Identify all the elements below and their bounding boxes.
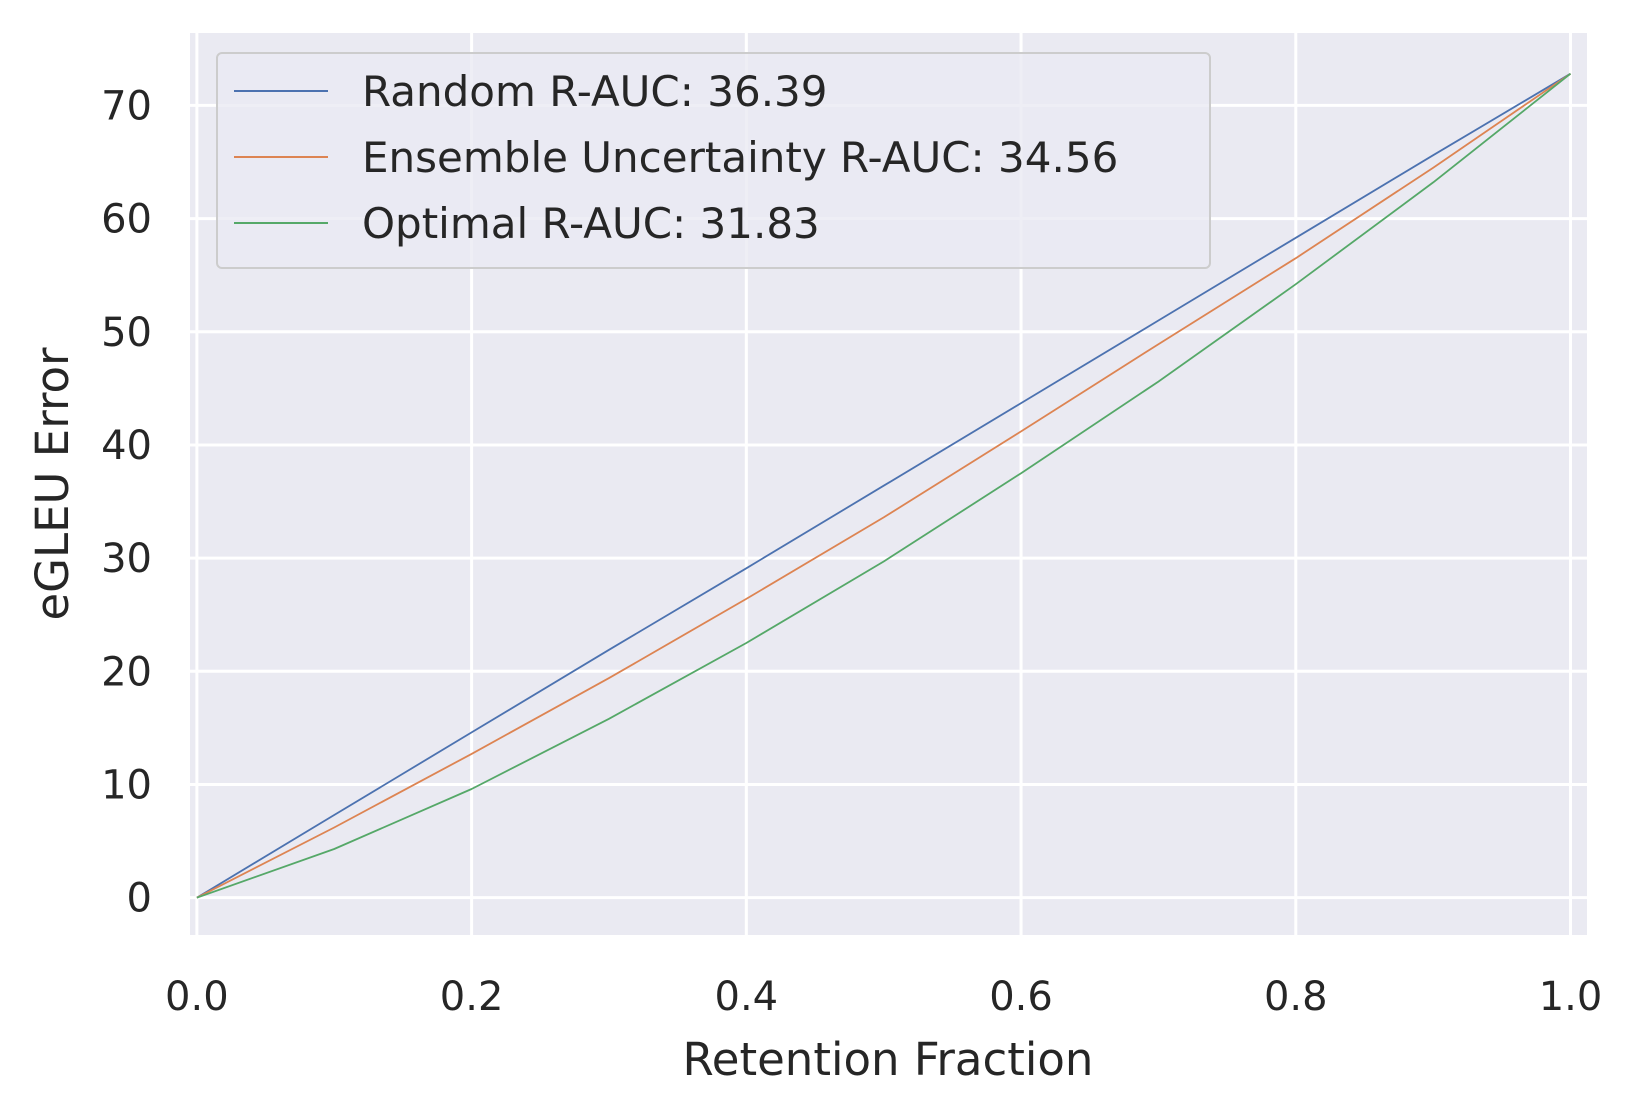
legend-box [216, 52, 1211, 269]
x-tick-label: 0.4 [715, 974, 779, 1020]
series-line-0 [196, 72, 1571, 899]
x-tick-label: 0.8 [1264, 974, 1328, 1020]
y-tick-label: 50 [101, 310, 152, 356]
x-axis-ticks: 0.0 0.2 0.4 0.6 0.8 1.0 [165, 974, 1602, 1020]
y-tick-label: 60 [101, 197, 152, 243]
x-tick-label: 1.0 [1539, 974, 1603, 1020]
y-tick-label: 70 [101, 83, 152, 129]
legend-label-2: Optimal R-AUC: 31.83 [362, 199, 820, 248]
y-axis-ticks: 0 10 20 30 40 50 60 70 [101, 83, 152, 921]
y-tick-label: 20 [101, 649, 152, 695]
y-tick-label: 0 [127, 876, 152, 922]
y-tick-label: 30 [101, 536, 152, 582]
series-line-1 [196, 72, 1572, 899]
x-tick-label: 0.0 [165, 974, 229, 1020]
y-tick-label: 40 [101, 423, 152, 469]
series-group [196, 72, 1572, 899]
x-tick-label: 0.6 [989, 974, 1053, 1020]
x-axis-title: Retention Fraction [683, 1033, 1094, 1086]
legend-label-1: Ensemble Uncertainty R-AUC: 34.56 [362, 133, 1118, 182]
series-line-2 [196, 72, 1572, 899]
y-tick-label: 10 [101, 762, 152, 808]
legend: Random R-AUC: 36.39 Ensemble Uncertainty … [216, 52, 1211, 269]
x-tick-label: 0.2 [440, 974, 504, 1020]
y-axis-title: eGLEU Error [26, 347, 79, 620]
legend-label-0: Random R-AUC: 36.39 [362, 67, 828, 116]
